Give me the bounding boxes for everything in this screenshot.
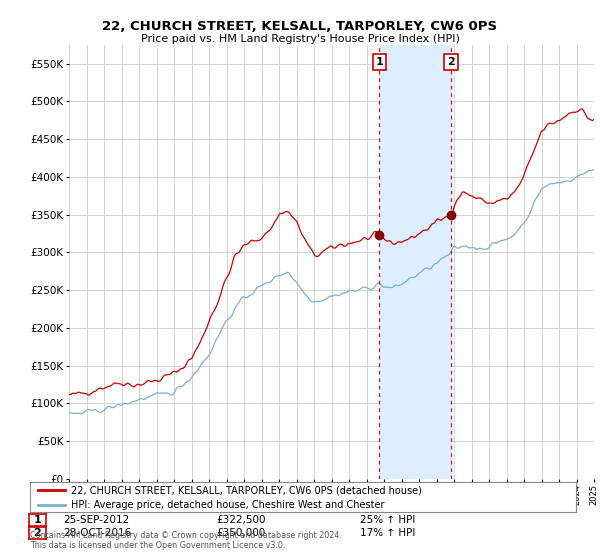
Text: 2: 2 bbox=[34, 528, 41, 538]
Text: 17% ↑ HPI: 17% ↑ HPI bbox=[360, 528, 415, 538]
Text: 22, CHURCH STREET, KELSALL, TARPORLEY, CW6 0PS: 22, CHURCH STREET, KELSALL, TARPORLEY, C… bbox=[103, 20, 497, 32]
Text: HPI: Average price, detached house, Cheshire West and Chester: HPI: Average price, detached house, Ches… bbox=[71, 500, 385, 510]
Text: 22, CHURCH STREET, KELSALL, TARPORLEY, CW6 0PS (detached house): 22, CHURCH STREET, KELSALL, TARPORLEY, C… bbox=[71, 485, 422, 495]
Bar bbox=[379, 45, 451, 479]
Text: 1: 1 bbox=[376, 57, 383, 67]
Text: 28-OCT-2016: 28-OCT-2016 bbox=[63, 528, 131, 538]
Text: Contains HM Land Registry data © Crown copyright and database right 2024.
This d: Contains HM Land Registry data © Crown c… bbox=[30, 530, 342, 550]
Text: £322,500: £322,500 bbox=[216, 515, 265, 525]
Text: 25% ↑ HPI: 25% ↑ HPI bbox=[360, 515, 415, 525]
Text: 1: 1 bbox=[34, 515, 41, 525]
Text: 2: 2 bbox=[447, 57, 455, 67]
Text: Price paid vs. HM Land Registry's House Price Index (HPI): Price paid vs. HM Land Registry's House … bbox=[140, 34, 460, 44]
Text: £350,000: £350,000 bbox=[216, 528, 265, 538]
Text: 25-SEP-2012: 25-SEP-2012 bbox=[63, 515, 129, 525]
